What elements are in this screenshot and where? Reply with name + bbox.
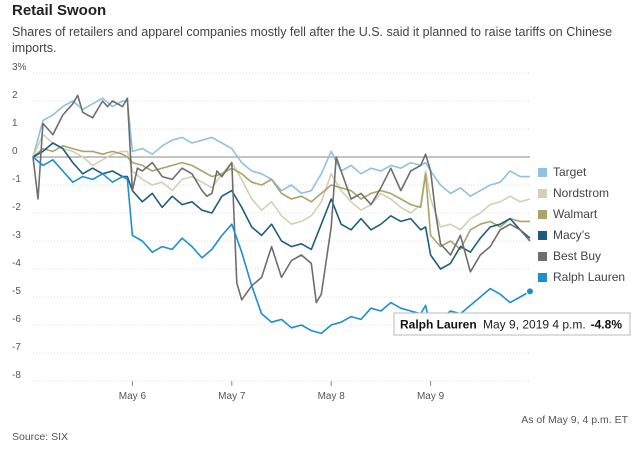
series-line-1 bbox=[32, 97, 530, 197]
tooltip-series-name: Ralph Lauren bbox=[400, 318, 477, 332]
tooltip-box bbox=[393, 312, 631, 336]
legend-label: Best Buy bbox=[553, 249, 601, 263]
y-tick-label: 3% bbox=[12, 62, 27, 73]
y-tick-label: -7 bbox=[12, 342, 21, 353]
legend-label: Nordstrom bbox=[553, 186, 609, 200]
legend-swatch bbox=[538, 231, 547, 240]
y-tick-label: -6 bbox=[12, 314, 21, 325]
y-tick-label: 1 bbox=[12, 118, 18, 129]
x-tick-label: May 6 bbox=[119, 391, 147, 402]
y-tick-label: -8 bbox=[12, 370, 21, 381]
y-tick-label: -1 bbox=[12, 174, 21, 185]
x-tick-label: May 8 bbox=[318, 391, 346, 402]
legend-swatch bbox=[538, 210, 547, 219]
legend-swatch bbox=[538, 168, 547, 177]
tooltip-time: May 9, 2019 4 p.m. bbox=[483, 318, 586, 332]
legend: Target Nordstrom Walmart Macy’s Best Buy Ralp… bbox=[538, 165, 625, 284]
series-line-4 bbox=[32, 142, 531, 270]
series-line-3 bbox=[32, 145, 530, 251]
x-tick-label: May 7 bbox=[218, 391, 246, 402]
y-tick-label: -3 bbox=[12, 230, 21, 241]
tooltip-value: -4.8% bbox=[591, 318, 623, 332]
tooltip: Ralph Lauren May 9, 2019 4 p.m. -4.8% bbox=[393, 312, 631, 336]
legend-label: Ralph Lauren bbox=[553, 270, 625, 284]
y-tick-label: -2 bbox=[12, 202, 21, 213]
y-tick-label: 0 bbox=[12, 146, 18, 157]
label-layer: 3% 2 1 0 -1 -2 -3 -4 -5 -6 -7 -8 May 6 May 7 May 8 May … bbox=[12, 62, 445, 402]
y-tick-label: -5 bbox=[12, 286, 21, 297]
series-line-2 bbox=[32, 133, 531, 231]
chart-title: Retail Swoon bbox=[12, 2, 107, 19]
chart-subtitle: Shares of retailers and apparel companie… bbox=[12, 25, 613, 55]
source-note: Source: SIX bbox=[12, 431, 69, 443]
legend-swatch bbox=[538, 189, 547, 198]
x-tick-label: May 9 bbox=[417, 391, 445, 402]
legend-label: Macy’s bbox=[553, 228, 590, 242]
series-layer bbox=[32, 94, 534, 335]
as-of-note: As of May 9, 4 p.m. ET bbox=[521, 414, 628, 426]
y-tick-label: -4 bbox=[12, 258, 21, 269]
legend-label: Target bbox=[553, 165, 587, 179]
series-line-5 bbox=[32, 94, 531, 304]
highlight-point bbox=[526, 287, 534, 296]
legend-swatch bbox=[538, 252, 547, 261]
legend-swatch bbox=[538, 273, 547, 282]
grid-layer bbox=[33, 72, 530, 386]
legend-label: Walmart bbox=[553, 207, 598, 221]
y-tick-label: 2 bbox=[12, 90, 18, 101]
